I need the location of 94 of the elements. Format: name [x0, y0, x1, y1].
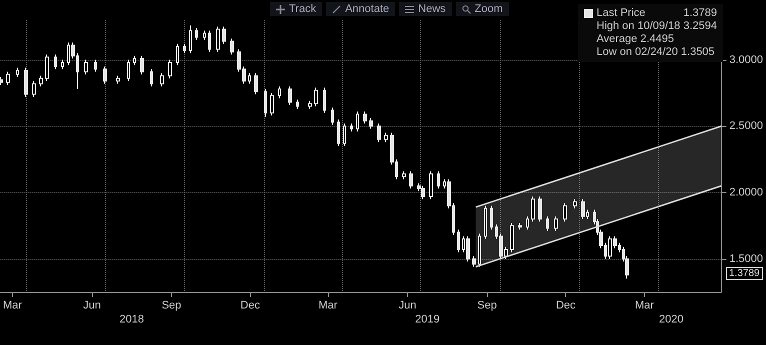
candlestick [116, 75, 120, 84]
candlestick [127, 59, 130, 82]
candlestick [369, 118, 373, 130]
candlestick [510, 222, 514, 253]
candlestick [264, 88, 267, 118]
text: Track [289, 3, 316, 15]
candlestick [94, 59, 97, 72]
x-tick-label: Mar [2, 300, 22, 312]
candlestick [203, 30, 206, 40]
text: Annotate [345, 3, 390, 15]
text: 1.3789 [683, 7, 717, 20]
x-tick-label: Mar [634, 300, 654, 312]
candlestick [337, 119, 340, 147]
candlestick [546, 216, 549, 232]
candlestick [323, 87, 326, 114]
candlestick [133, 55, 136, 66]
x2-tick-label: 2018 [119, 314, 144, 326]
candlestick [54, 54, 57, 70]
candlestick [248, 72, 251, 84]
candlestick [526, 216, 529, 230]
candlestick [189, 24, 192, 54]
candlestick [254, 72, 258, 95]
candlestick [363, 111, 367, 124]
candlestick [563, 202, 567, 222]
candlestick [518, 222, 522, 230]
candlestick [478, 233, 481, 268]
candlestick [39, 75, 43, 87]
candlestick [466, 236, 470, 262]
x-tick-label: Jun [83, 300, 101, 312]
x2-tick-label: 2020 [658, 314, 684, 326]
candlestick [296, 99, 299, 110]
candlestick [437, 170, 440, 190]
candlestick [288, 86, 292, 106]
y-tick-label: 2.5000 [729, 120, 764, 132]
candlestick [208, 30, 211, 52]
text: News [418, 3, 446, 15]
x-tick-label: Jun [398, 300, 416, 312]
annotation: Low on 02/24/20 1.3505 [596, 46, 716, 59]
candlestick [343, 122, 346, 147]
x-tick-label: Dec [240, 300, 260, 312]
candlestick [484, 205, 487, 240]
candlestick [0, 76, 3, 86]
candlestick [409, 170, 413, 190]
y-tick-label: 3.0000 [729, 54, 764, 66]
legend-label: Last Price [596, 7, 646, 20]
candlestick [429, 170, 433, 200]
candlestick [6, 71, 10, 86]
candlestick [472, 256, 476, 268]
candlestick [377, 122, 381, 143]
candlestick [195, 27, 198, 40]
candlestick [402, 170, 406, 180]
candlestick [216, 26, 220, 52]
text: Zoom [474, 3, 503, 15]
candlestick [176, 43, 179, 66]
y-tick-label: 1.5000 [729, 252, 764, 265]
candlestick [573, 198, 577, 209]
candlestick [61, 59, 64, 70]
candlestick [24, 67, 28, 98]
candlestick [230, 38, 234, 55]
candlestick [150, 68, 153, 87]
candlestick [84, 59, 88, 75]
candlestick [183, 43, 186, 54]
candlestick [160, 72, 164, 87]
candlestick [308, 100, 312, 110]
annotation: High on 10/09/18 3.2594 [596, 20, 717, 33]
candlestick [331, 107, 334, 126]
x-tick-label: Dec [556, 300, 576, 312]
candlestick [581, 198, 585, 220]
candlestick [531, 196, 535, 222]
candlestick [16, 67, 19, 78]
candlestick [356, 111, 359, 132]
candlestick [457, 229, 460, 253]
candlestick [140, 55, 144, 75]
x-tick-label: Sep [477, 300, 497, 312]
candlestick [222, 26, 226, 44]
candlestick [32, 80, 36, 98]
candlestick [314, 87, 318, 107]
x-tick-label: Sep [162, 300, 182, 312]
candlestick [538, 196, 542, 222]
candlestick [554, 216, 558, 232]
candlestick [270, 92, 274, 116]
candlestick [45, 54, 49, 82]
annotation: Average 2.4495 [596, 33, 675, 46]
text: 1.3789 [726, 266, 763, 280]
candlestick [421, 185, 425, 200]
x2-tick-label: 2019 [415, 314, 440, 326]
candlestick [384, 132, 388, 143]
candlestick [350, 122, 353, 132]
candlestick [490, 205, 493, 230]
candlestick [168, 59, 172, 79]
x-tick-label: Mar [318, 300, 338, 312]
candlestick [103, 66, 107, 84]
y-tick-label: 2.0000 [729, 186, 764, 198]
candlestick [278, 86, 281, 99]
